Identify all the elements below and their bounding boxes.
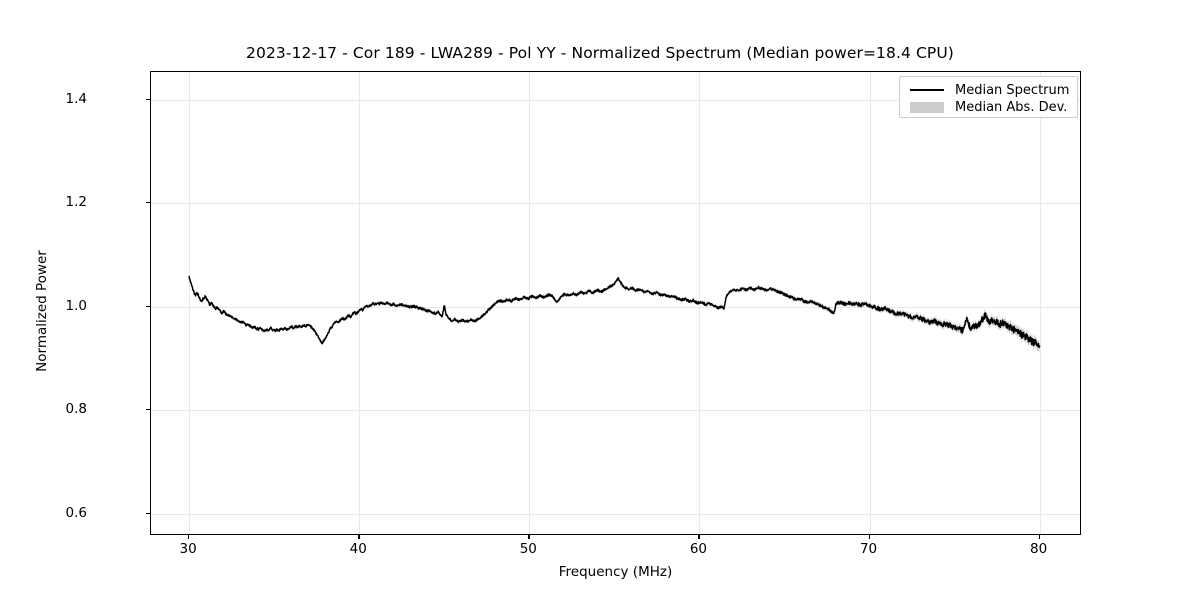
x-tick-mark (698, 534, 700, 539)
x-tick-mark (1038, 534, 1040, 539)
chart-legend: Median Spectrum Median Abs. Dev. (899, 76, 1078, 118)
gridline-horizontal (151, 513, 1080, 515)
x-tick-label: 50 (519, 541, 537, 557)
plot-area (150, 71, 1081, 535)
y-tick-label: 0.8 (65, 401, 87, 418)
y-tick-label: 1.0 (65, 297, 87, 314)
y-tick-label: 0.6 (65, 504, 87, 521)
y-tick-mark (145, 202, 150, 204)
gridline-horizontal (151, 306, 1080, 308)
gridline-horizontal (151, 99, 1080, 101)
spectrum-plot (188, 274, 1041, 353)
gridline-vertical (189, 72, 191, 534)
y-tick-mark (145, 305, 150, 307)
y-tick-mark (145, 409, 150, 411)
legend-patch-swatch (907, 101, 947, 113)
x-tick-mark (188, 534, 190, 539)
x-tick-label: 30 (179, 541, 197, 557)
gridline-vertical (869, 72, 871, 534)
y-tick-mark (145, 512, 150, 514)
x-tick-label: 40 (349, 541, 367, 557)
y-axis-label: Normalized Power (34, 250, 50, 372)
x-tick-label: 80 (1030, 541, 1048, 557)
gridline-horizontal (151, 410, 1080, 412)
median-spectrum-line (188, 275, 1041, 349)
y-tick-mark (145, 98, 150, 100)
chart-title: 2023-12-17 - Cor 189 - LWA289 - Pol YY -… (246, 44, 954, 62)
x-tick-label: 70 (859, 541, 878, 557)
x-tick-mark (528, 534, 530, 539)
gridline-vertical (359, 72, 361, 534)
legend-item-median-spectrum: Median Spectrum (907, 82, 1070, 98)
legend-label: Median Abs. Dev. (955, 99, 1068, 115)
x-axis-label: Frequency (MHz) (558, 564, 673, 580)
gridline-vertical (1039, 72, 1041, 534)
x-tick-mark (358, 534, 360, 539)
x-tick-mark (868, 534, 870, 539)
y-tick-label: 1.4 (65, 90, 87, 107)
legend-item-median-abs-dev: Median Abs. Dev. (907, 99, 1070, 115)
legend-line-swatch (907, 89, 947, 91)
gridline-horizontal (151, 203, 1080, 205)
median-abs-dev-band (189, 274, 1040, 353)
y-tick-label: 1.2 (65, 194, 87, 211)
legend-label: Median Spectrum (955, 82, 1070, 98)
x-tick-label: 60 (689, 541, 708, 557)
gridline-vertical (529, 72, 531, 534)
